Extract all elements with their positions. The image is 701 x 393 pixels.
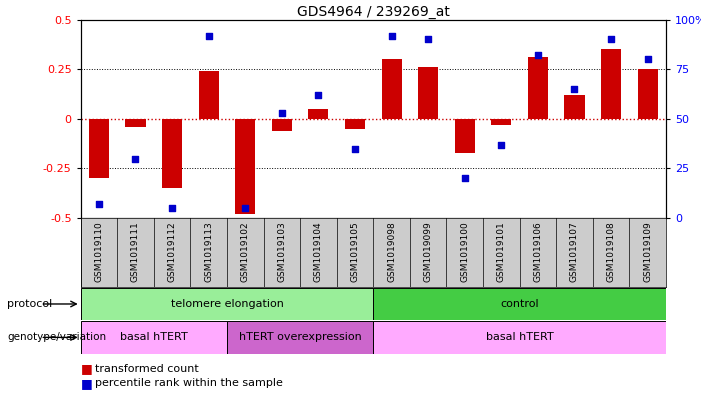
Bar [81, 321, 227, 354]
Text: GSM1019105: GSM1019105 [350, 222, 360, 282]
Text: GSM1019100: GSM1019100 [461, 222, 469, 282]
Point [642, 56, 653, 62]
Text: GSM1019108: GSM1019108 [606, 222, 615, 282]
Text: GSM1019104: GSM1019104 [314, 222, 323, 282]
Text: GSM1019112: GSM1019112 [168, 222, 177, 282]
Text: GSM1019101: GSM1019101 [497, 222, 506, 282]
Point [93, 201, 104, 208]
Text: basal hTERT: basal hTERT [486, 332, 554, 342]
Text: GSM1019107: GSM1019107 [570, 222, 579, 282]
Text: GSM1019106: GSM1019106 [533, 222, 543, 282]
Text: basal hTERT: basal hTERT [120, 332, 188, 342]
Point [569, 86, 580, 92]
Text: hTERT overexpression: hTERT overexpression [239, 332, 362, 342]
Bar [162, 119, 182, 188]
Bar [198, 71, 219, 119]
Bar [373, 288, 666, 320]
Point [130, 155, 141, 162]
Text: percentile rank within the sample: percentile rank within the sample [95, 378, 283, 388]
Bar [308, 109, 329, 119]
Point [606, 37, 617, 43]
Bar [491, 119, 512, 125]
Text: GSM1019109: GSM1019109 [643, 222, 652, 282]
Bar [564, 95, 585, 119]
Bar [601, 50, 621, 119]
Text: ■: ■ [81, 376, 93, 390]
Text: GSM1019110: GSM1019110 [95, 222, 104, 282]
Bar [125, 119, 146, 127]
Text: GSM1019103: GSM1019103 [278, 222, 286, 282]
Bar [227, 321, 373, 354]
Point [203, 32, 215, 39]
Bar [381, 59, 402, 119]
Point [496, 141, 507, 148]
Point [532, 52, 543, 59]
Bar [345, 119, 365, 129]
Bar [418, 67, 438, 119]
Bar [528, 57, 548, 119]
Bar [272, 119, 292, 131]
Title: GDS4964 / 239269_at: GDS4964 / 239269_at [297, 5, 450, 18]
Text: ■: ■ [81, 362, 93, 375]
Point [459, 175, 470, 182]
Text: GSM1019111: GSM1019111 [131, 222, 140, 282]
Bar [455, 119, 475, 152]
Point [349, 145, 360, 152]
Text: protocol: protocol [7, 299, 53, 309]
Text: transformed count: transformed count [95, 364, 198, 374]
Text: control: control [501, 299, 539, 309]
Text: GSM1019102: GSM1019102 [240, 222, 250, 282]
Text: GSM1019099: GSM1019099 [423, 222, 433, 282]
Point [276, 110, 287, 116]
Point [423, 37, 434, 43]
Text: GSM1019098: GSM1019098 [387, 222, 396, 282]
Bar [235, 119, 255, 214]
Text: GSM1019113: GSM1019113 [204, 222, 213, 282]
Text: telomere elongation: telomere elongation [170, 299, 283, 309]
Bar [373, 321, 666, 354]
Point [240, 205, 251, 211]
Text: genotype/variation: genotype/variation [7, 332, 106, 342]
Point [313, 92, 324, 98]
Bar [81, 288, 373, 320]
Point [386, 32, 397, 39]
Point [166, 205, 177, 211]
Bar [638, 69, 658, 119]
Bar [89, 119, 109, 178]
